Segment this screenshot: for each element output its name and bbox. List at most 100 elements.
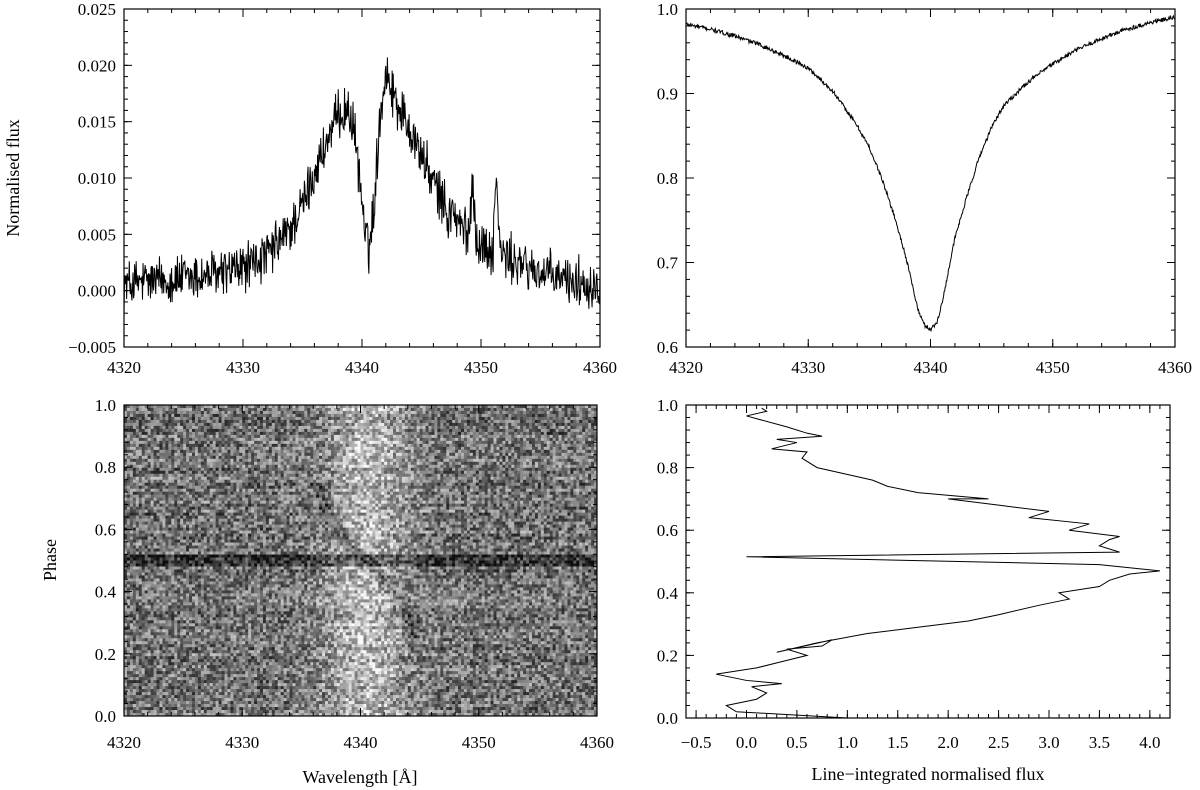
- heatmap-cell: [455, 485, 459, 490]
- heatmap-cell: [372, 405, 376, 409]
- heatmap-cell: [393, 467, 397, 472]
- heatmap-cell: [177, 476, 181, 481]
- heatmap-cell: [529, 455, 533, 460]
- heatmap-cell: [271, 434, 276, 439]
- heatmap-cell: [475, 431, 480, 436]
- heatmap-cell: [200, 405, 205, 409]
- heatmap-cell: [310, 476, 314, 481]
- heatmap-cell: [534, 410, 539, 415]
- heatmap-cell: [511, 482, 515, 487]
- heatmap-cell: [265, 425, 270, 430]
- heatmap-cell: [413, 437, 418, 442]
- heatmap-cell: [230, 440, 234, 445]
- heatmap-cell: [292, 464, 296, 469]
- heatmap-cell: [162, 422, 166, 427]
- heatmap-cell: [147, 446, 151, 451]
- heatmap-cell: [280, 467, 284, 472]
- heatmap-cell: [327, 482, 332, 487]
- heatmap-cell: [206, 422, 211, 427]
- heatmap-cell: [378, 467, 382, 472]
- heatmap-cell: [227, 461, 231, 466]
- heatmap-cell: [257, 428, 261, 433]
- heatmap-cell: [582, 461, 586, 466]
- heatmap-cell: [144, 416, 148, 421]
- heatmap-cell: [517, 461, 521, 466]
- heatmap-cell: [357, 434, 361, 439]
- top-right-y-tick-label: 0.9: [657, 85, 678, 104]
- heatmap-cell: [239, 467, 243, 472]
- heatmap-cell: [360, 440, 364, 445]
- heatmap-cell: [262, 425, 267, 430]
- heatmap-cell: [540, 422, 545, 427]
- heatmap-cell: [203, 416, 208, 421]
- heatmap-cell: [413, 449, 418, 454]
- heatmap-cell: [419, 405, 423, 409]
- heatmap-cell: [558, 482, 562, 487]
- heatmap-cell: [174, 437, 178, 442]
- heatmap-cell: [366, 434, 370, 439]
- heatmap-cell: [165, 464, 169, 469]
- heatmap-cell: [156, 407, 160, 412]
- heatmap-cell: [177, 485, 181, 490]
- heatmap-cell: [171, 485, 175, 490]
- heatmap-cell: [573, 482, 577, 487]
- heatmap-cell: [150, 482, 154, 487]
- heatmap-cell: [496, 440, 500, 445]
- heatmap-cell: [203, 473, 208, 478]
- heatmap-cell: [567, 422, 571, 427]
- heatmap-cell: [242, 461, 246, 466]
- heatmap-cell: [484, 488, 488, 493]
- heatmap-cell: [372, 473, 376, 478]
- heatmap-cell: [375, 413, 379, 418]
- heatmap-cell: [567, 458, 571, 463]
- heatmap-cell: [484, 461, 488, 466]
- heatmap-cell: [555, 431, 559, 436]
- heatmap-cell: [395, 434, 400, 439]
- heatmap-cell: [307, 476, 311, 481]
- heatmap-cell: [390, 419, 394, 424]
- heatmap-cell: [431, 476, 435, 481]
- heatmap-cell: [203, 405, 208, 409]
- heatmap-cell: [478, 455, 483, 460]
- heatmap-cell: [511, 479, 515, 484]
- heatmap-cell: [322, 405, 326, 409]
- top-right-y-tick-label: 1.0: [657, 0, 678, 19]
- heatmap-cell: [310, 458, 314, 463]
- heatmap-cell: [481, 428, 486, 433]
- heatmap-cell: [345, 446, 350, 451]
- heatmap-cell: [537, 482, 542, 487]
- heatmap-cell: [194, 485, 199, 490]
- heatmap-cell: [191, 443, 196, 448]
- heatmap-cell: [357, 452, 361, 457]
- heatmap-cell: [221, 416, 225, 421]
- heatmap-cell: [180, 452, 184, 457]
- heatmap-cell: [437, 449, 441, 454]
- heatmap-cell: [212, 440, 216, 445]
- heatmap-cell: [570, 416, 574, 421]
- heatmap-cell: [564, 440, 568, 445]
- heatmap-cell: [301, 446, 305, 451]
- heatmap-cell: [395, 488, 400, 493]
- heatmap-cell: [372, 455, 376, 460]
- heatmap-cell: [357, 405, 361, 409]
- heatmap-cell: [410, 443, 415, 448]
- heatmap-cell: [390, 416, 394, 421]
- heatmap-cell: [153, 440, 157, 445]
- heatmap-cell: [245, 467, 249, 472]
- heatmap-cell: [162, 407, 166, 412]
- heatmap-cell: [576, 422, 580, 427]
- heatmap-cell: [526, 488, 530, 493]
- heatmap-cell: [310, 443, 314, 448]
- heatmap-cell: [177, 452, 181, 457]
- heatmap-cell: [357, 431, 361, 436]
- heatmap-cell: [271, 482, 276, 487]
- heatmap-cell: [257, 443, 261, 448]
- heatmap-cell: [410, 461, 415, 466]
- heatmap-cell: [336, 482, 341, 487]
- heatmap-cell: [381, 491, 385, 496]
- heatmap-cell: [517, 473, 521, 478]
- heatmap-cell: [416, 443, 420, 448]
- heatmap-cell: [233, 482, 237, 487]
- heatmap-cell: [425, 452, 429, 457]
- heatmap-cell: [505, 440, 509, 445]
